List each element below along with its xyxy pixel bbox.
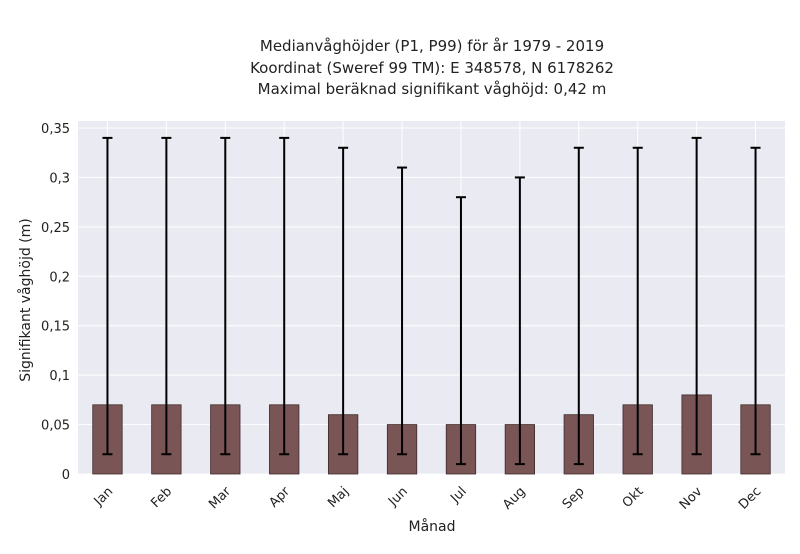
y-axis-ticks: 0 0,05 0,1 0,15 0,2 0,25 0,3 0,35 <box>41 122 70 483</box>
x-tick-label: Jan <box>91 484 116 509</box>
y-tick-label: 0,05 <box>41 419 70 434</box>
x-tick-label: Dec <box>736 484 764 512</box>
y-tick-label: 0 <box>62 468 70 483</box>
x-axis-ticks: Jan Feb Mar Apr Maj Jun Jul Aug Sep Okt Nov Dec <box>91 484 765 513</box>
x-tick-label: Nov <box>677 484 706 513</box>
y-tick-label: 0,2 <box>49 270 70 285</box>
x-tick-label: Maj <box>325 484 352 511</box>
y-tick-label: 0,25 <box>41 221 70 236</box>
x-tick-label: Jun <box>385 484 411 510</box>
x-axis-label: Månad <box>409 518 456 535</box>
plot-area <box>78 121 785 474</box>
chart-title-line-3: Maximal beräknad signifikant våghöjd: 0,… <box>258 80 607 98</box>
x-tick-label: Mar <box>206 484 234 512</box>
x-tick-label: Jul <box>447 484 469 506</box>
chart-title-line-1: Medianvåghöjder (P1, P99) för år 1979 - … <box>260 37 604 55</box>
chart-title-line-2: Koordinat (Sweref 99 TM): E 348578, N 61… <box>250 59 614 77</box>
y-tick-label: 0,15 <box>41 320 70 335</box>
x-tick-label: Feb <box>148 484 175 511</box>
x-tick-label: Okt <box>620 484 647 511</box>
y-axis-label: Signifikant våghöjd (m) <box>17 218 34 381</box>
y-tick-label: 0,3 <box>49 171 70 186</box>
y-tick-label: 0,1 <box>49 369 70 384</box>
x-tick-label: Sep <box>560 484 588 512</box>
error-bars <box>102 136 761 466</box>
x-tick-label: Aug <box>500 484 529 513</box>
x-tick-label: Apr <box>267 484 294 511</box>
y-tick-label: 0,35 <box>41 122 70 137</box>
